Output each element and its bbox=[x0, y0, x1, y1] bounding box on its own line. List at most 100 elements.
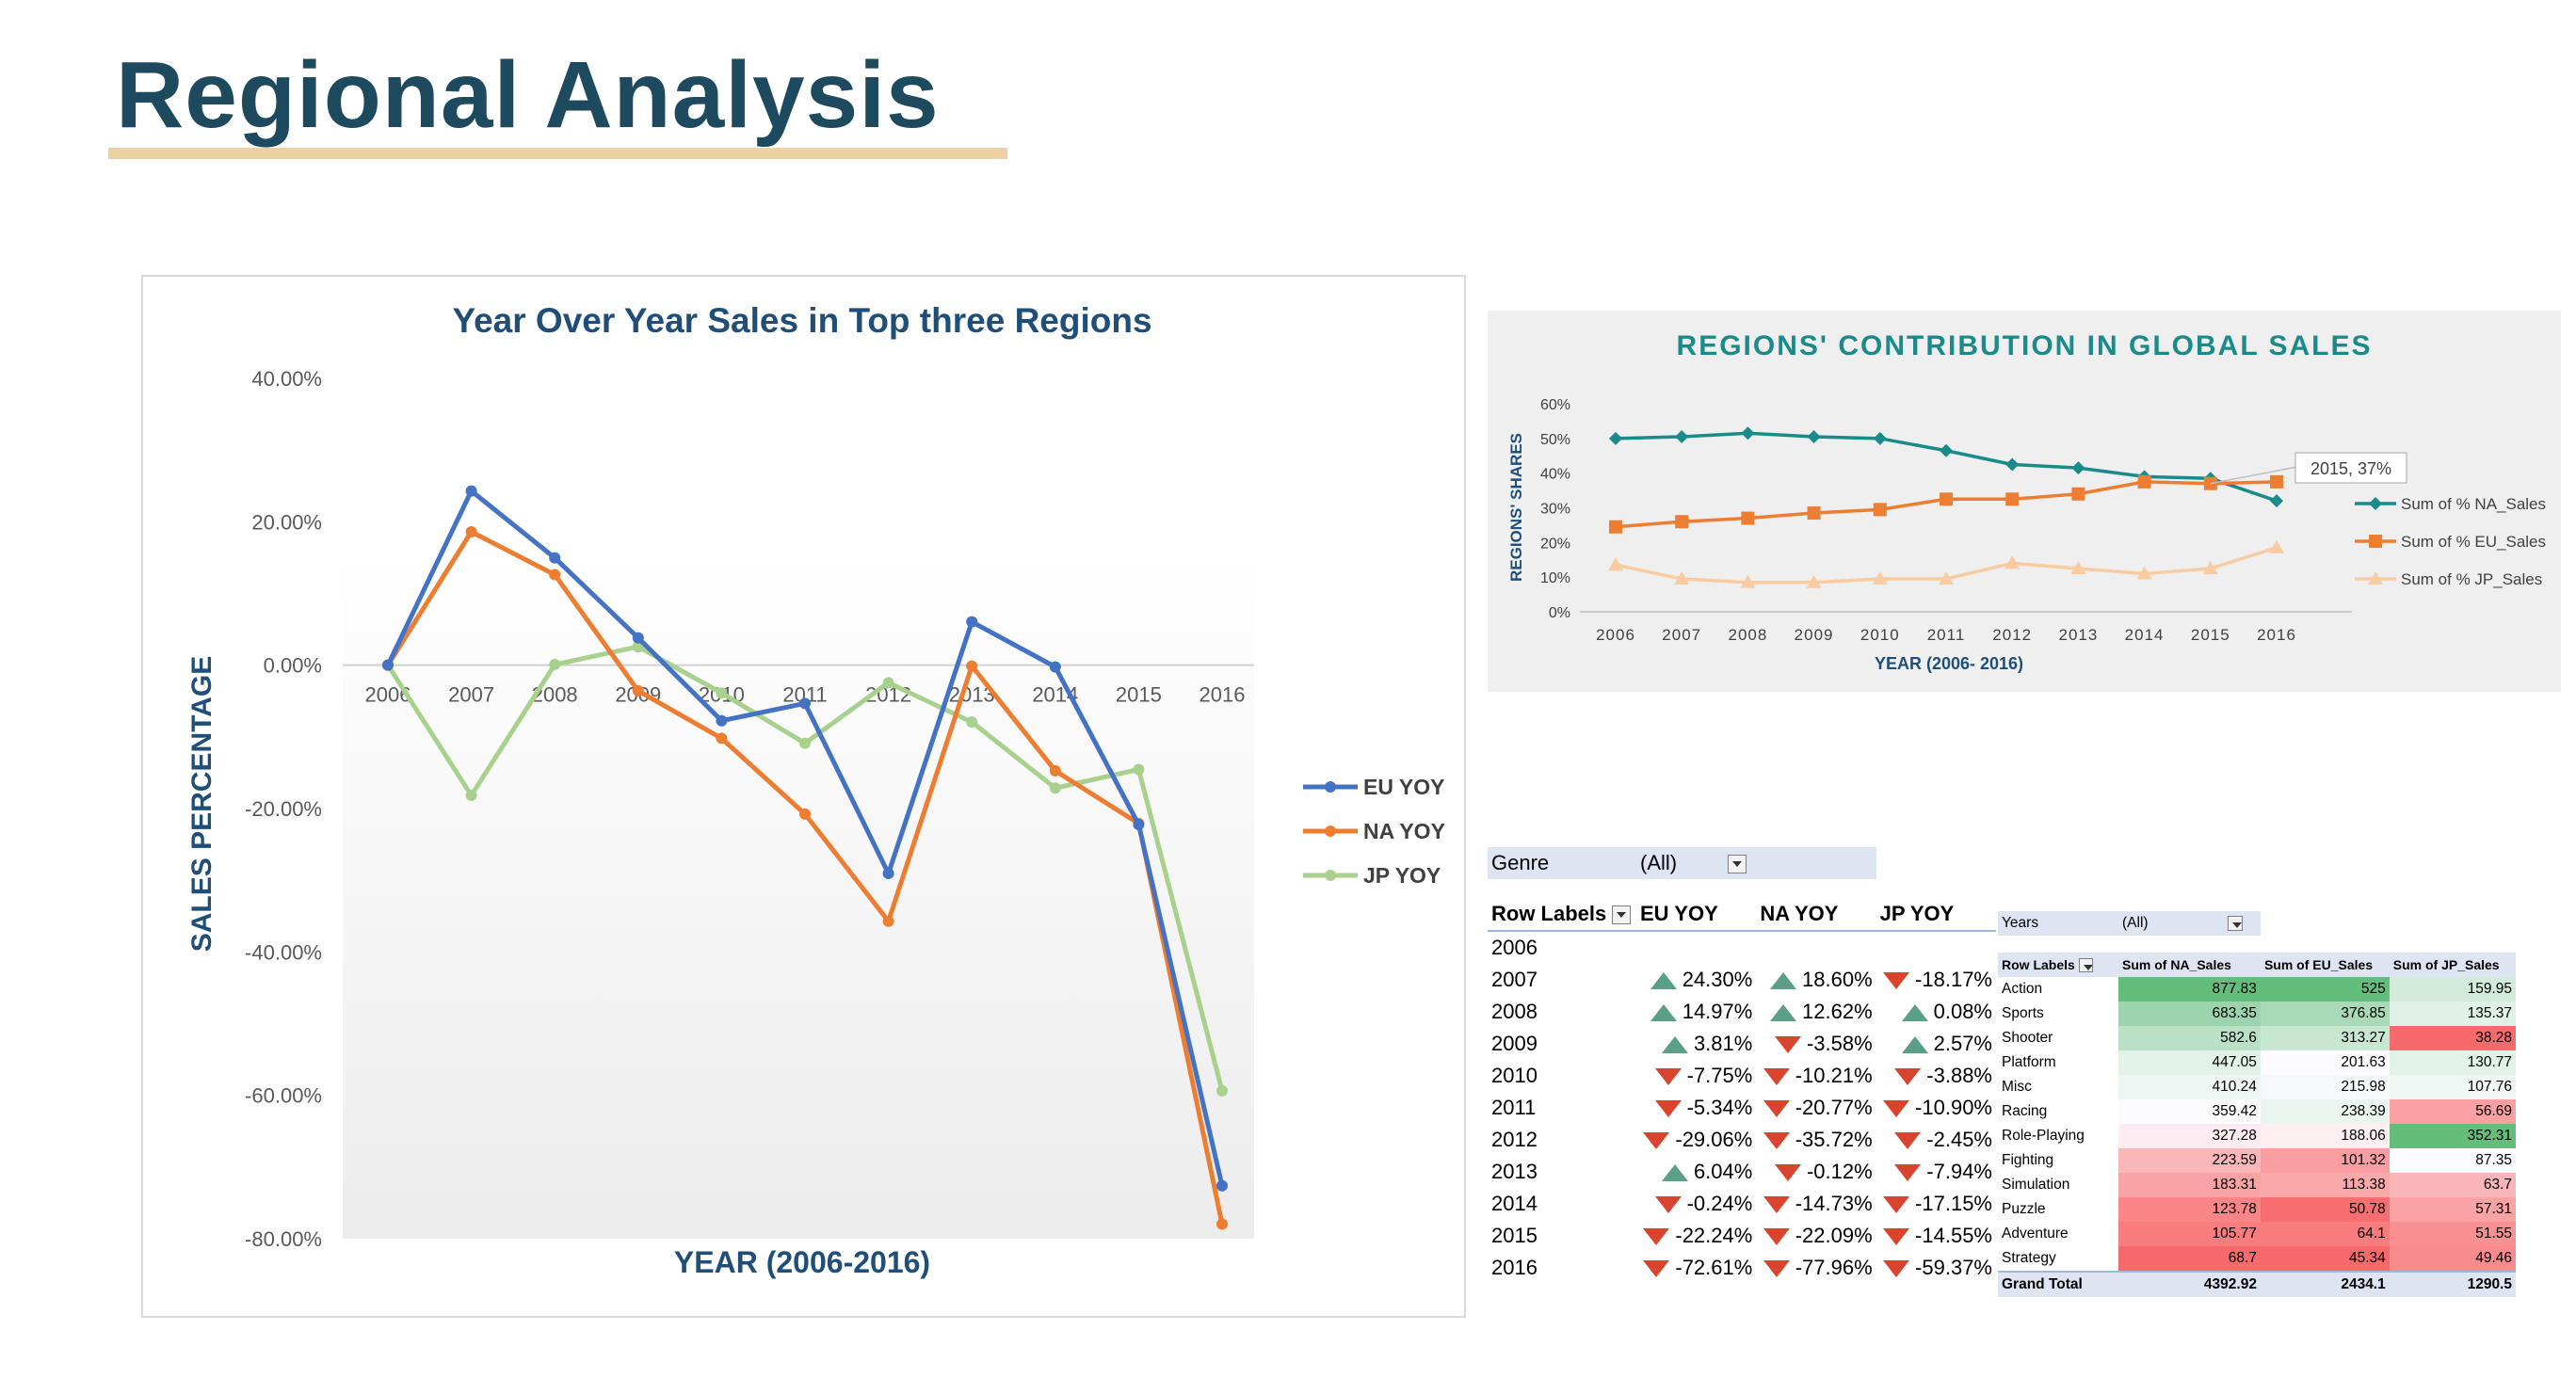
contribution-chart-panel: REGIONS' CONTRIBUTION IN GLOBAL SALES 60%… bbox=[1488, 311, 2561, 692]
data-point bbox=[549, 659, 561, 671]
row-label: Shooter bbox=[2002, 1030, 2053, 1046]
y-axis-title: SALES PERCENTAGE bbox=[186, 656, 217, 953]
legend-marker bbox=[1325, 781, 1336, 793]
cell-na-yoy: -77.96% bbox=[1756, 1252, 1876, 1284]
data-point bbox=[2269, 539, 2284, 553]
cell-eu-yoy bbox=[1636, 931, 1756, 964]
cell-na-yoy: 12.62% bbox=[1756, 996, 1876, 1028]
total-label: Grand Total bbox=[2002, 1276, 2083, 1292]
cell-jp-sales: 135.37 bbox=[2389, 1001, 2516, 1026]
legend-label: Sum of % NA_Sales bbox=[2401, 495, 2546, 513]
pivot2-header-row-labels[interactable]: Row Labels bbox=[1998, 953, 2118, 977]
cell-eu-yoy: -29.06% bbox=[1636, 1124, 1756, 1156]
triangle-down-icon bbox=[1883, 1100, 1910, 1118]
triangle-down-icon bbox=[1654, 1068, 1682, 1086]
cell-eu-sales: 525 bbox=[2260, 977, 2390, 1001]
legend-marker bbox=[2368, 571, 2383, 585]
pivot-filter-label: Genre bbox=[1491, 851, 1550, 874]
cell-na-yoy bbox=[1756, 931, 1876, 964]
cell-value: -14.55% bbox=[1915, 1224, 1992, 1247]
row-label: 2016 bbox=[1491, 1256, 1538, 1279]
cell-value: -0.12% bbox=[1806, 1160, 1873, 1183]
triangle-down-icon bbox=[1763, 1260, 1790, 1278]
pivot-filter-value-cell[interactable]: (All) bbox=[1636, 847, 1876, 879]
cell-eu-sales: 101.32 bbox=[2260, 1148, 2390, 1173]
data-point bbox=[882, 677, 894, 689]
cell-na-sales: 327.28 bbox=[2118, 1124, 2261, 1148]
triangle-down-icon bbox=[1763, 1068, 1790, 1086]
data-point bbox=[465, 790, 477, 802]
cell-value: -3.88% bbox=[1926, 1064, 1992, 1087]
data-point bbox=[1216, 1218, 1228, 1230]
y-tick-label: 0.00% bbox=[264, 654, 322, 678]
row-label: Role-Playing bbox=[2002, 1128, 2085, 1144]
data-point bbox=[1675, 515, 1689, 529]
triangle-down-icon bbox=[1643, 1132, 1670, 1150]
table-row: Fighting 223.59 101.32 87.35 bbox=[1998, 1148, 2516, 1173]
cell-eu-sales: 188.06 bbox=[2260, 1124, 2390, 1148]
y-tick-label: 60% bbox=[1540, 397, 1570, 413]
cell-eu-yoy: -0.24% bbox=[1636, 1188, 1756, 1220]
y-tick-label: 20.00% bbox=[251, 510, 322, 534]
cell-value: -3.58% bbox=[1806, 1032, 1873, 1055]
total-eu: 2434.1 bbox=[2341, 1276, 2386, 1292]
row-label: Action bbox=[2002, 981, 2043, 997]
pivot2-header-eu: Sum of EU_Sales bbox=[2263, 957, 2374, 972]
legend-label: EU YOY bbox=[1363, 775, 1445, 799]
data-point bbox=[1940, 492, 1953, 506]
data-point bbox=[1133, 819, 1145, 831]
title-underline bbox=[108, 148, 1007, 159]
filter-icon[interactable] bbox=[1612, 905, 1632, 925]
data-point bbox=[632, 632, 644, 644]
data-point bbox=[1608, 557, 1623, 571]
cell-na-yoy: -20.77% bbox=[1756, 1092, 1876, 1124]
cell-jp-yoy: 0.08% bbox=[1876, 996, 1996, 1028]
cell-na-yoy: -22.09% bbox=[1756, 1220, 1876, 1252]
x-tick-label: 2009 bbox=[1795, 626, 1834, 644]
data-point bbox=[1609, 431, 1622, 445]
cell-eu-sales: 201.63 bbox=[2260, 1050, 2390, 1075]
cell-value: 3.81% bbox=[1693, 1032, 1753, 1055]
triangle-down-icon bbox=[1654, 1196, 1682, 1214]
data-point bbox=[2270, 494, 2283, 508]
annotation-text: 2015, 37% bbox=[2310, 459, 2391, 478]
data-point bbox=[1741, 511, 1755, 525]
cell-na-yoy: -14.73% bbox=[1756, 1188, 1876, 1220]
legend-marker bbox=[2369, 497, 2382, 510]
data-point bbox=[1133, 763, 1145, 776]
table-row: 2008 14.97% 12.62% 0.08% bbox=[1488, 996, 1996, 1028]
legend-label: JP YOY bbox=[1363, 863, 1441, 888]
data-point bbox=[799, 697, 811, 710]
row-label: Puzzle bbox=[2002, 1201, 2046, 1217]
triangle-down-icon bbox=[1883, 1228, 1910, 1246]
pivot2-filter-value-cell[interactable]: (All) bbox=[2118, 911, 2261, 936]
table-row: 2010 -7.75% -10.21% -3.88% bbox=[1488, 1060, 1996, 1092]
triangle-up-icon bbox=[1901, 1004, 1928, 1022]
pivot-header-row: Row Labels EU YOY NA YOY JP YOY bbox=[1488, 898, 1996, 931]
pivot-header-na: NA YOY bbox=[1760, 902, 1839, 925]
filter-dropdown-icon[interactable] bbox=[2227, 915, 2243, 931]
y-tick-label: 40% bbox=[1540, 467, 1570, 483]
cell-na-sales: 877.83 bbox=[2118, 977, 2261, 1001]
data-point bbox=[1049, 661, 1061, 673]
data-point bbox=[1807, 506, 1821, 521]
row-label: Strategy bbox=[2002, 1250, 2056, 1266]
data-point bbox=[966, 660, 978, 672]
contribution-chart: REGIONS' CONTRIBUTION IN GLOBAL SALES 60%… bbox=[1507, 330, 2546, 673]
pivot-header-row-labels[interactable]: Row Labels bbox=[1488, 898, 1636, 931]
triangle-down-icon bbox=[1763, 1132, 1790, 1150]
data-point bbox=[716, 714, 728, 727]
cell-jp-sales: 57.31 bbox=[2389, 1197, 2516, 1222]
cell-na-yoy: -10.21% bbox=[1756, 1060, 1876, 1092]
total-jp: 1290.5 bbox=[2467, 1276, 2512, 1292]
cell-eu-sales: 215.98 bbox=[2260, 1075, 2390, 1099]
filter-dropdown-icon[interactable] bbox=[1728, 855, 1747, 874]
y-axis-title: REGIONS' SHARES bbox=[1507, 433, 1525, 582]
filter-icon[interactable] bbox=[2078, 958, 2093, 973]
cell-na-sales: 123.78 bbox=[2118, 1197, 2261, 1222]
cell-value: -10.90% bbox=[1915, 1096, 1992, 1119]
triangle-up-icon bbox=[1901, 1036, 1928, 1054]
data-point bbox=[1872, 571, 1888, 585]
cell-jp-sales: 159.95 bbox=[2389, 977, 2516, 1001]
pivot2-total-row: Grand Total 4392.92 2434.1 1290.5 bbox=[1998, 1272, 2516, 1297]
